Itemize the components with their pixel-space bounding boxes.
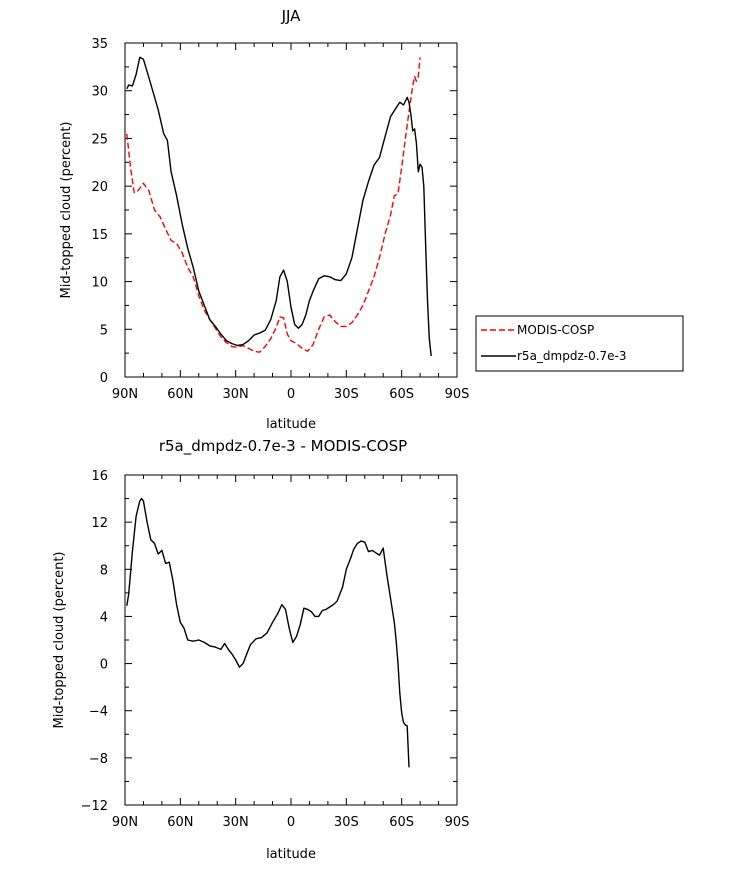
x-tick-label: 90N bbox=[112, 815, 138, 830]
y-tick-label: 10 bbox=[91, 276, 108, 291]
series-line-difference-0 bbox=[126, 497, 410, 768]
x-tick-label: 60N bbox=[167, 387, 193, 402]
y-tick-label: −4 bbox=[89, 705, 108, 720]
x-tick-label: 30N bbox=[223, 815, 249, 830]
y-tick-label: −12 bbox=[81, 799, 108, 814]
x-tick-label: 60S bbox=[389, 387, 414, 402]
y-tick-label: 0 bbox=[100, 658, 108, 673]
x-tick-label: 90S bbox=[445, 387, 470, 402]
y-tick-label: 15 bbox=[91, 228, 108, 243]
x-tick-label: 90S bbox=[445, 815, 470, 830]
top-y-axis-label: Mid-topped cloud (percent) bbox=[59, 122, 74, 299]
y-tick-label: 16 bbox=[91, 469, 108, 484]
y-tick-label: −8 bbox=[89, 752, 108, 767]
legend-label-modis: MODIS-COSP bbox=[517, 323, 594, 337]
y-tick-label: 8 bbox=[100, 563, 108, 578]
x-tick-label: 0 bbox=[287, 387, 295, 402]
x-tick-label: 90N bbox=[112, 387, 138, 402]
bottom-plot-frame bbox=[124, 474, 458, 806]
legend-label-model: r5a_dmpdz-0.7e-3 bbox=[517, 349, 627, 363]
x-tick-label: 30S bbox=[334, 815, 359, 830]
y-tick-label: 5 bbox=[100, 323, 108, 338]
top-plot-frame bbox=[124, 42, 458, 378]
top-x-axis-label: latitude bbox=[266, 417, 316, 432]
series-line-modis-cosp bbox=[126, 57, 421, 353]
bottom-y-axis-label: Mid-topped cloud (percent) bbox=[52, 552, 67, 729]
x-tick-label: 30N bbox=[223, 387, 249, 402]
x-tick-label: 60S bbox=[389, 815, 414, 830]
legend: MODIS-COSP r5a_dmpdz-0.7e-3 bbox=[475, 315, 684, 372]
y-tick-label: 30 bbox=[91, 85, 108, 100]
bottom-chart-title: r5a_dmpdz-0.7e-3 - MODIS-COSP bbox=[159, 437, 407, 456]
x-tick-label: 30S bbox=[334, 387, 359, 402]
x-tick-label: 60N bbox=[167, 815, 193, 830]
y-tick-label: 12 bbox=[91, 516, 108, 531]
top-panel: JJA 90N 60N 30N 0 30S 60S 90S 0 5 10 15 20 25 30 35 la… bbox=[59, 7, 469, 432]
legend-box bbox=[475, 315, 684, 372]
y-tick-label: 0 bbox=[100, 371, 108, 386]
bottom-x-axis-label: latitude bbox=[266, 847, 316, 862]
x-tick-label: 0 bbox=[287, 815, 295, 830]
y-tick-label: 25 bbox=[91, 132, 108, 147]
top-chart-title: JJA bbox=[281, 7, 302, 25]
bottom-panel: r5a_dmpdz-0.7e-3 - MODIS-COSP 90N 60N 30N 0… bbox=[52, 437, 469, 862]
y-tick-label: 35 bbox=[91, 37, 108, 52]
y-tick-label: 20 bbox=[91, 180, 108, 195]
series-line-r5a-dmpdz-0-7e-3 bbox=[126, 56, 432, 357]
y-tick-label: 4 bbox=[100, 610, 108, 625]
